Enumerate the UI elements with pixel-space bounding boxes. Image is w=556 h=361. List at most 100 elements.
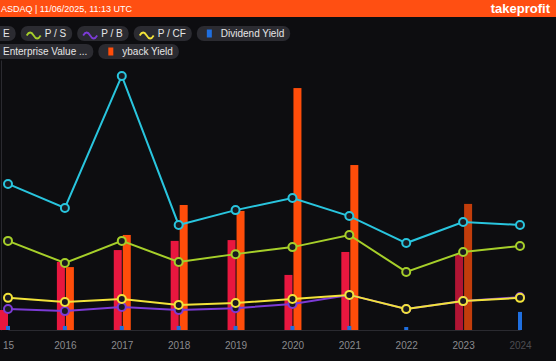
marker xyxy=(61,307,69,315)
marker xyxy=(232,250,240,258)
marker xyxy=(288,295,296,303)
legend-chip xyxy=(0,26,16,41)
legend-label: P / S xyxy=(45,28,67,39)
bar xyxy=(177,326,181,330)
x-tick-label: 15 xyxy=(3,340,15,351)
marker xyxy=(459,297,467,305)
x-tick: 2023 xyxy=(452,330,475,351)
x-tick: 2018 xyxy=(168,330,191,351)
legend-label: P / CF xyxy=(158,28,186,39)
marker xyxy=(288,243,296,251)
x-tick: 15 xyxy=(3,330,15,351)
x-tick: 2021 xyxy=(339,330,362,351)
legend-item[interactable]: E xyxy=(0,26,16,41)
y-axis-line xyxy=(1,61,2,331)
bar xyxy=(234,326,238,330)
x-tick: 2020 xyxy=(282,330,305,351)
marker xyxy=(459,297,467,305)
bar xyxy=(171,241,179,330)
marker xyxy=(402,305,410,313)
marker xyxy=(232,299,240,307)
legend-item[interactable]: Dividend Yield xyxy=(197,26,290,41)
x-tick-label: 2020 xyxy=(282,340,305,351)
legend-icon xyxy=(108,48,113,56)
title: ASDAQ | 11/06/2025, 11:13 UTC xyxy=(1,4,133,14)
bar xyxy=(57,262,65,330)
x-tick-label: 2021 xyxy=(339,340,362,351)
bar xyxy=(63,326,67,330)
legend-label: P / B xyxy=(101,28,123,39)
line xyxy=(8,295,520,309)
marker xyxy=(118,295,126,303)
marker xyxy=(175,221,183,229)
marker xyxy=(402,239,410,247)
bar xyxy=(293,88,301,330)
bar xyxy=(518,312,522,330)
marker xyxy=(402,268,410,276)
marker xyxy=(4,294,12,302)
marker xyxy=(61,298,69,306)
line xyxy=(8,235,520,272)
bar xyxy=(120,326,124,330)
marker xyxy=(118,237,126,245)
legend-chip xyxy=(0,44,93,59)
marker xyxy=(175,258,183,266)
legend-item[interactable]: P / S xyxy=(21,26,73,41)
legend-item[interactable]: Enterprise Value ... xyxy=(0,44,93,59)
marker xyxy=(516,242,524,250)
marker xyxy=(4,237,12,245)
marker xyxy=(61,204,69,212)
legend-item[interactable]: P / CF xyxy=(134,26,192,41)
bar xyxy=(347,326,351,330)
header-bar xyxy=(0,0,556,17)
marker xyxy=(516,221,524,229)
line xyxy=(8,76,520,243)
line-series xyxy=(4,72,524,247)
legend-chip xyxy=(21,26,73,41)
marker xyxy=(345,291,353,299)
x-tick: 2024 xyxy=(509,330,532,351)
x-tick: 2017 xyxy=(111,330,134,351)
marker xyxy=(516,294,524,302)
marker xyxy=(402,305,410,313)
bar xyxy=(455,255,463,330)
plot-area xyxy=(0,72,524,330)
legend-chip xyxy=(134,26,192,41)
y-axis xyxy=(1,61,2,331)
bar-series xyxy=(6,312,522,330)
legend-chip xyxy=(197,26,290,41)
marker xyxy=(459,218,467,226)
legend-label: Dividend Yield xyxy=(221,28,284,39)
x-tick-label: 2017 xyxy=(111,340,134,351)
bar xyxy=(123,235,131,330)
x-tick: 2016 xyxy=(54,330,77,351)
subtitle: takeprofit xyxy=(491,1,551,16)
marker xyxy=(118,72,126,80)
legend-label: Enterprise Value ... xyxy=(3,46,87,57)
x-tick: 2022 xyxy=(396,330,419,351)
x-tick-label: 2024 xyxy=(509,340,532,351)
legend-item[interactable]: yback Yield xyxy=(98,44,179,59)
legend-chip xyxy=(77,26,129,41)
legend-icon xyxy=(207,30,212,38)
marker xyxy=(345,291,353,299)
marker xyxy=(288,194,296,202)
bar-series xyxy=(0,240,463,330)
x-tick-label: 2018 xyxy=(168,340,191,351)
legend-label: yback Yield xyxy=(122,46,173,57)
bar xyxy=(6,326,10,330)
marker xyxy=(459,248,467,256)
legend-item[interactable]: P / B xyxy=(77,26,129,41)
legend: E P / S P / B P / CF Dividend Yield Enterpris… xyxy=(0,26,290,59)
marker xyxy=(175,301,183,309)
x-axis: 15201620172018201920202021202220232024 xyxy=(3,330,532,351)
marker xyxy=(516,293,524,301)
bar xyxy=(290,326,294,330)
background xyxy=(0,0,556,361)
legend-icon xyxy=(27,33,41,39)
bar xyxy=(404,327,408,330)
chart: ASDAQ | 11/06/2025, 11:13 UTC takeprofit 1… xyxy=(0,0,556,361)
x-tick-label: 2016 xyxy=(54,340,77,351)
line-series xyxy=(4,231,524,276)
marker xyxy=(345,212,353,220)
